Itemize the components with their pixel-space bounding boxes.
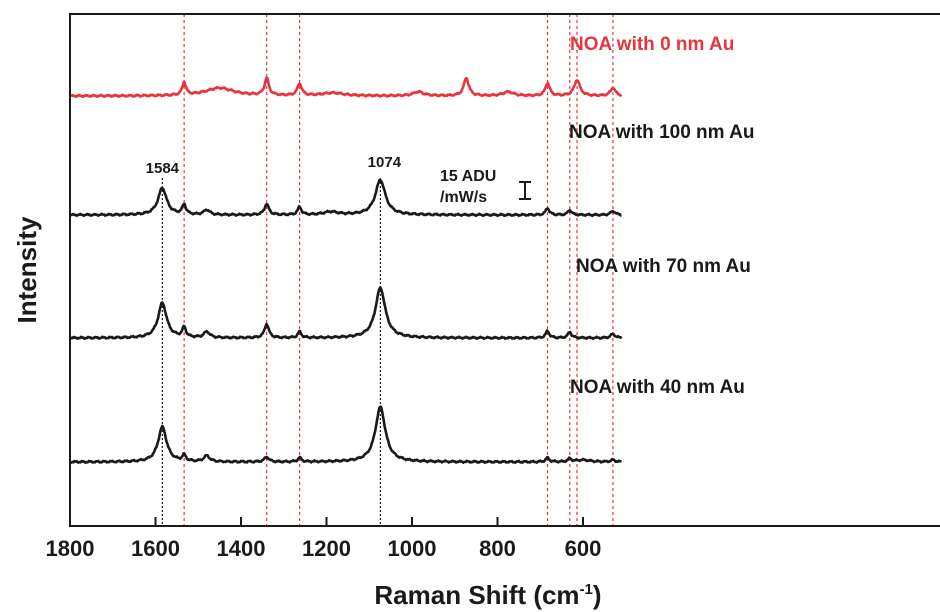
x-tick-label: 800	[479, 536, 516, 561]
series-layer	[68, 76, 623, 464]
peak-label-1074: 1074	[368, 154, 402, 171]
series-label-70nm: NOA with 70 nm Au	[576, 256, 751, 277]
x-tick-label: 1600	[131, 536, 180, 561]
x-tick-label: 1000	[388, 536, 437, 561]
reference-lines	[161, 14, 614, 526]
x-axis-title-sup: -1	[580, 581, 593, 598]
series-label-0nm: NOA with 0 nm Au	[570, 34, 734, 55]
series-line-3	[68, 405, 622, 464]
y-axis-title: Intensity	[12, 216, 42, 323]
plot-frame	[69, 13, 940, 527]
scale-bar	[519, 181, 531, 200]
x-tick-label: 1200	[302, 536, 351, 561]
x-tick-label: 1400	[217, 536, 266, 561]
series-labels: NOA with 0 nm Au NOA with 100 nm Au NOA …	[569, 34, 754, 398]
series-line-0	[69, 76, 623, 99]
x-axis-title-suffix: )	[593, 580, 602, 610]
annotations: 1584 1074 15 ADU /mW/s	[146, 154, 531, 206]
scale-bar-label-line2: /mW/s	[440, 189, 487, 206]
series-line-2	[69, 286, 623, 341]
x-axis-title-main: Raman Shift (cm	[374, 580, 579, 610]
x-axis-title: Raman Shift (cm-1)	[374, 580, 601, 610]
series-line-1	[69, 178, 622, 218]
series-label-100nm: NOA with 100 nm Au	[569, 122, 754, 143]
x-tick-label: 600	[565, 536, 602, 561]
series-label-40nm: NOA with 40 nm Au	[570, 377, 745, 398]
scale-bar-label-line1: 15 ADU	[440, 168, 496, 185]
x-axis-ticks: 1800 1600 1400 1200 1000 800 600	[46, 517, 602, 561]
x-tick-label: 1800	[46, 536, 95, 561]
peak-label-1584: 1584	[146, 160, 180, 177]
